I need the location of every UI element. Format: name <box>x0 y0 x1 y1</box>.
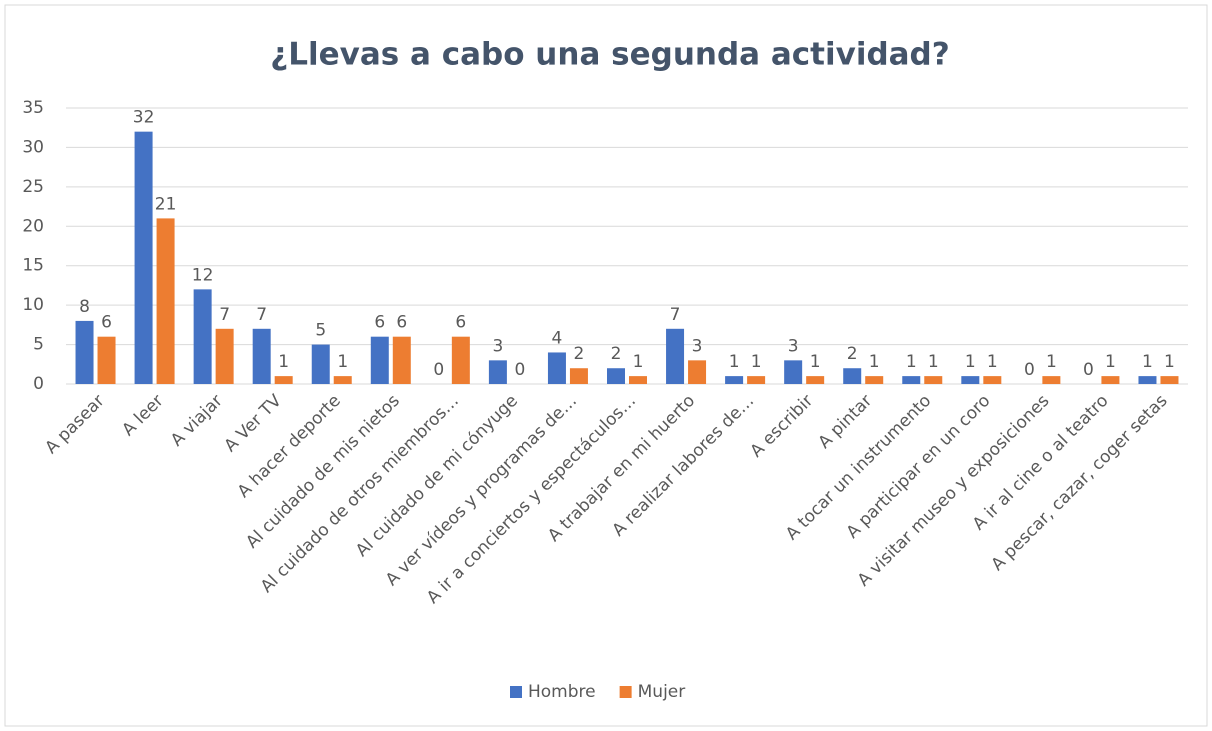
legend-swatch <box>619 686 632 698</box>
value-label: 1 <box>278 352 289 372</box>
value-label: 32 <box>133 108 155 128</box>
value-label: 5 <box>315 321 326 341</box>
value-label: 7 <box>256 305 267 325</box>
value-label: 7 <box>219 305 230 325</box>
bar <box>983 376 1002 384</box>
value-label: 4 <box>552 328 563 348</box>
bar <box>488 360 507 384</box>
bar <box>1138 376 1157 384</box>
bar <box>252 328 271 384</box>
y-tick-label: 35 <box>22 98 44 118</box>
value-label: 2 <box>611 344 622 364</box>
value-label: 2 <box>847 344 858 364</box>
bar <box>806 376 825 384</box>
bar <box>666 328 685 384</box>
value-label: 12 <box>192 265 214 285</box>
value-label: 6 <box>455 313 466 333</box>
chart-title: ¿Llevas a cabo una segunda actividad? <box>270 37 949 73</box>
value-label: 6 <box>374 313 385 333</box>
value-label: 1 <box>928 352 939 372</box>
value-label: 6 <box>396 313 407 333</box>
value-label: 1 <box>965 352 976 372</box>
bar <box>311 344 330 384</box>
legend-label: Hombre <box>528 682 596 702</box>
value-label: 1 <box>633 352 644 372</box>
value-label: 1 <box>1142 352 1153 372</box>
value-label: 2 <box>574 344 585 364</box>
bar <box>156 218 175 384</box>
y-tick-label: 20 <box>22 216 44 236</box>
value-label: 0 <box>433 360 444 380</box>
bar <box>451 336 470 384</box>
bar <box>747 376 766 384</box>
bar <box>274 376 293 384</box>
value-label: 7 <box>670 305 681 325</box>
bar <box>569 368 588 384</box>
bar <box>961 376 980 384</box>
bar <box>902 376 921 384</box>
value-label: 1 <box>729 352 740 372</box>
y-tick-label: 0 <box>33 374 44 394</box>
bar <box>629 376 647 384</box>
value-label: 21 <box>155 194 177 214</box>
value-label: 1 <box>987 352 998 372</box>
value-label: 3 <box>788 336 799 356</box>
bar <box>865 376 884 384</box>
bar <box>843 368 862 384</box>
value-label: 1 <box>337 352 348 372</box>
value-label: 3 <box>692 336 703 356</box>
bar <box>607 368 625 384</box>
bar <box>1042 376 1061 384</box>
value-label: 1 <box>906 352 917 372</box>
value-label: 8 <box>79 297 90 317</box>
value-label: 1 <box>1105 352 1116 372</box>
value-label: 0 <box>514 360 525 380</box>
bar <box>75 320 94 384</box>
y-tick-label: 25 <box>22 177 44 197</box>
bar <box>784 360 803 384</box>
value-label: 0 <box>1024 360 1035 380</box>
legend-swatch <box>510 686 522 698</box>
y-tick-label: 30 <box>22 137 44 157</box>
value-label: 1 <box>751 352 762 372</box>
bar <box>333 376 352 384</box>
bar <box>547 352 566 384</box>
bar <box>193 289 212 384</box>
bar <box>370 336 389 384</box>
value-label: 6 <box>101 313 112 333</box>
y-tick-label: 10 <box>22 295 44 315</box>
value-label: 1 <box>1164 352 1175 372</box>
value-label: 1 <box>810 352 821 372</box>
y-tick-label: 5 <box>33 335 44 355</box>
value-label: 3 <box>492 336 503 356</box>
value-label: 0 <box>1083 360 1094 380</box>
bar <box>1101 376 1120 384</box>
y-tick-label: 15 <box>22 256 44 276</box>
value-label: 1 <box>869 352 880 372</box>
bar <box>134 131 153 384</box>
bar <box>392 336 411 384</box>
bar <box>97 336 116 384</box>
bar <box>688 360 707 384</box>
bar <box>725 376 744 384</box>
value-label: 1 <box>1046 352 1057 372</box>
bar <box>1160 376 1179 384</box>
legend-label: Mujer <box>638 682 686 702</box>
bar <box>215 328 234 384</box>
bar <box>924 376 943 384</box>
